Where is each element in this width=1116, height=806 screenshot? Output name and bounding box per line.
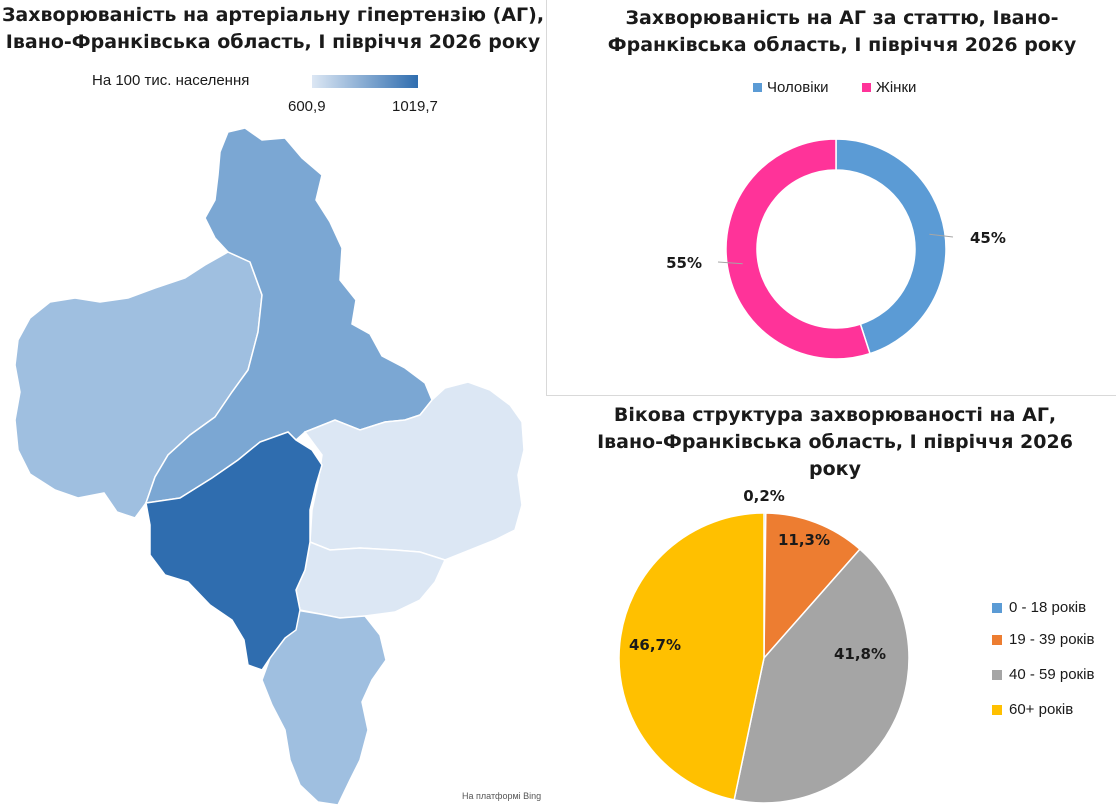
map-title-line2: Івано-Франківська область, І півріччя 20… <box>5 31 541 53</box>
pie-legend-item-1: 19 - 39 років <box>992 631 1094 648</box>
donut-legend-label-women: Жінки <box>876 79 917 96</box>
pie-data-label-2: 41,8% <box>834 645 886 663</box>
pie-legend-item-3: 60+ років <box>992 701 1073 718</box>
pie-title-line3: року <box>809 458 861 480</box>
pie-title: Вікова структура захворюваності на АГ, І… <box>547 402 1116 483</box>
sex-donut-panel: Захворюваність на АГ за статтю, Івано- Ф… <box>547 0 1116 395</box>
color-scale-max: 1019,7 <box>392 98 438 115</box>
map-panel: Захворюваність на артеріальну гіпертензі… <box>0 0 546 806</box>
donut-title: Захворюваність на АГ за статтю, Івано- Ф… <box>547 5 1116 59</box>
map-title-line1: Захворюваність на артеріальну гіпертензі… <box>1 4 545 26</box>
pie-title-line2: Івано-Франківська область, І півріччя 20… <box>597 431 1073 453</box>
map-region-south-east[interactable] <box>295 540 447 619</box>
pie-legend-swatch-1 <box>992 634 1002 645</box>
donut-legend-men: Чоловіки <box>753 79 829 96</box>
pie-data-label-0: 0,2% <box>743 487 785 505</box>
sex-donut-chart: 45% 55% <box>666 138 1006 360</box>
pie-legend-swatch-0 <box>992 602 1002 613</box>
map-credit: На платформі Bing <box>462 791 542 801</box>
pie-legend-label-3: 60+ років <box>1009 701 1074 718</box>
pie-legend-label-1: 19 - 39 років <box>1009 631 1095 648</box>
donut-legend-women: Жінки <box>862 79 916 96</box>
donut-segment-0[interactable] <box>835 138 947 355</box>
donut-title-line2: Франківська область, І півріччя 2026 рок… <box>607 34 1077 56</box>
map-region-central[interactable] <box>144 127 433 504</box>
color-scale-min: 600,9 <box>288 98 326 115</box>
donut-leader-line-0 <box>929 233 954 238</box>
pie-title-line1: Вікова структура захворюваності на АГ, <box>613 404 1057 426</box>
map-title: Захворюваність на артеріальну гіпертензі… <box>0 2 546 56</box>
pie-slice-2[interactable] <box>733 548 910 804</box>
pie-slice-3[interactable] <box>618 512 765 801</box>
donut-data-label-1: 55% <box>666 254 702 272</box>
donut-title-line1: Захворюваність на АГ за статтю, Івано- <box>625 7 1059 29</box>
color-scale-caption: На 100 тис. населення <box>92 72 250 89</box>
donut-legend-swatch-women <box>862 83 871 92</box>
map-region-darkest[interactable] <box>145 431 323 671</box>
pie-slice-1[interactable] <box>763 512 861 661</box>
panel-divider-vertical <box>546 0 547 396</box>
donut-segment-1[interactable] <box>725 138 871 360</box>
pie-legend-swatch-3 <box>992 704 1002 715</box>
pie-data-label-3: 46,7% <box>629 636 681 654</box>
pie-legend-swatch-2 <box>992 669 1002 680</box>
donut-leader-line-1 <box>717 261 743 265</box>
pie-legend-item-0: 0 - 18 років <box>992 599 1086 616</box>
donut-legend-label-men: Чоловіки <box>767 79 829 96</box>
pie-data-label-1: 11,3% <box>778 531 830 549</box>
panel-divider-horizontal <box>546 395 1116 396</box>
map-region-south[interactable] <box>261 609 387 806</box>
pie-legend-label-0: 0 - 18 років <box>1009 599 1087 616</box>
pie-legend-item-2: 40 - 59 років <box>992 666 1094 683</box>
color-scale-bar <box>312 75 418 88</box>
donut-legend-swatch-men <box>753 83 762 92</box>
donut-data-label-0: 45% <box>970 229 1006 247</box>
pie-legend-label-2: 40 - 59 років <box>1009 666 1095 683</box>
age-pie-panel: Вікова структура захворюваності на АГ, І… <box>547 396 1116 806</box>
age-pie-chart: 0,2% 11,3% 41,8% 46,7% <box>618 487 910 804</box>
region-map <box>14 127 525 806</box>
